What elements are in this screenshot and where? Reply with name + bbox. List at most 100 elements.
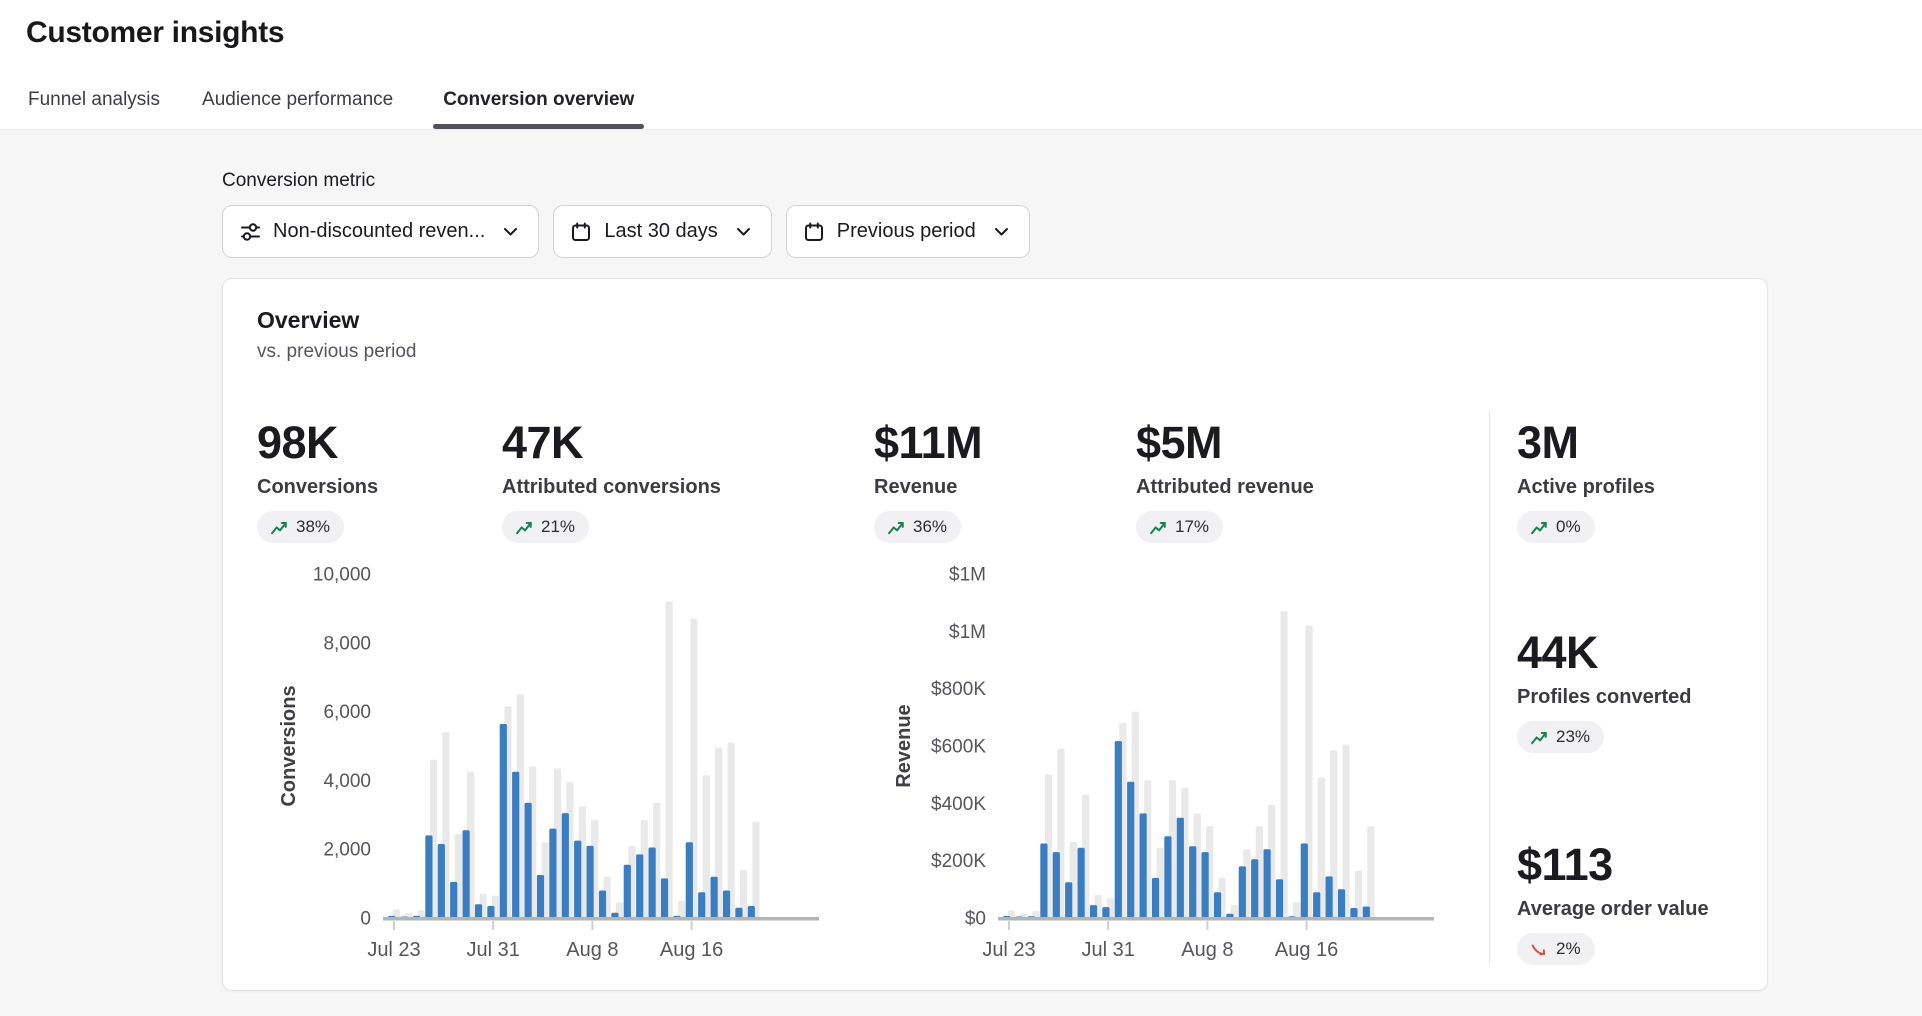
tab-funnel-analysis[interactable]: Funnel analysis bbox=[26, 89, 162, 129]
bar-current[interactable] bbox=[512, 771, 520, 918]
bar-current[interactable] bbox=[1127, 781, 1135, 918]
bar-current[interactable] bbox=[574, 840, 582, 918]
metric-value: $5M bbox=[1136, 417, 1223, 468]
bar-current[interactable] bbox=[450, 881, 458, 918]
bar-current[interactable] bbox=[1052, 852, 1060, 918]
bar-current[interactable] bbox=[1114, 741, 1122, 918]
bar-current[interactable] bbox=[536, 875, 545, 918]
bar-current[interactable] bbox=[1275, 879, 1284, 918]
bar-current[interactable] bbox=[747, 906, 755, 918]
bar-current[interactable] bbox=[1226, 913, 1234, 918]
trend-down-icon bbox=[1531, 944, 1546, 955]
metric-active-profiles: 3M Active profiles 0% bbox=[1517, 419, 1655, 543]
metric-value: 98K bbox=[257, 417, 339, 468]
bar-current[interactable] bbox=[1164, 836, 1172, 918]
tab-bar: Funnel analysis Audience performance Con… bbox=[26, 89, 645, 129]
metric-label: Active profiles bbox=[1517, 476, 1655, 498]
bar-previous[interactable] bbox=[1354, 870, 1363, 918]
bar-current[interactable] bbox=[487, 906, 495, 918]
metric-revenue: $11M Revenue 36% bbox=[874, 419, 983, 543]
bar-previous[interactable] bbox=[727, 742, 735, 918]
bar-current[interactable] bbox=[462, 830, 470, 918]
trend-badge: 0% bbox=[1517, 511, 1595, 543]
bar-current[interactable] bbox=[586, 845, 594, 918]
bar-current[interactable] bbox=[561, 813, 569, 918]
y-axis-label: Conversions bbox=[278, 685, 300, 806]
bar-current[interactable] bbox=[474, 904, 483, 918]
bar-previous[interactable] bbox=[1280, 611, 1288, 918]
bar-previous[interactable] bbox=[1317, 777, 1325, 919]
trend-badge: 38% bbox=[257, 511, 345, 543]
bar-previous[interactable] bbox=[1292, 902, 1301, 918]
bar-previous[interactable] bbox=[1367, 826, 1375, 918]
bar-current[interactable] bbox=[549, 828, 557, 918]
bar-current[interactable] bbox=[722, 890, 731, 919]
trend-badge: 17% bbox=[1136, 511, 1224, 543]
trend-up-icon bbox=[1150, 521, 1166, 534]
bar-previous[interactable] bbox=[715, 747, 723, 918]
bar-current[interactable] bbox=[524, 802, 532, 918]
bar-current[interactable] bbox=[1201, 852, 1209, 918]
y-tick-label: 2,000 bbox=[323, 840, 371, 861]
bar-current[interactable] bbox=[1040, 843, 1048, 919]
bar-previous[interactable] bbox=[752, 821, 760, 918]
bar-current[interactable] bbox=[1189, 846, 1197, 918]
trend-value: 38% bbox=[296, 517, 331, 536]
bar-current[interactable] bbox=[648, 847, 656, 919]
bar-current[interactable] bbox=[1065, 882, 1073, 918]
bar-current[interactable] bbox=[425, 835, 433, 918]
bar-current[interactable] bbox=[1176, 817, 1184, 918]
bar-current[interactable] bbox=[735, 907, 743, 918]
tab-label: Audience performance bbox=[202, 89, 394, 110]
bar-current[interactable] bbox=[1263, 849, 1271, 918]
bar-current[interactable] bbox=[1139, 813, 1147, 918]
trend-value: 2% bbox=[1556, 939, 1581, 958]
bar-previous[interactable] bbox=[702, 775, 710, 918]
bar-previous[interactable] bbox=[665, 601, 673, 919]
bar-current[interactable] bbox=[710, 876, 718, 918]
bar-current[interactable] bbox=[499, 724, 507, 918]
conversions-chart[interactable]: 10,000 8,000 6,000 4,000 2,000 0 Conversions Ju… bbox=[271, 557, 831, 987]
y-tick-label: $200K bbox=[931, 851, 986, 872]
bar-current[interactable] bbox=[698, 892, 706, 918]
metric-value: 44K bbox=[1517, 627, 1599, 678]
bar-current[interactable] bbox=[685, 842, 693, 918]
bar-current[interactable] bbox=[1300, 843, 1308, 919]
bar-previous[interactable] bbox=[1330, 750, 1338, 918]
bar-previous[interactable] bbox=[392, 909, 400, 918]
bar-current[interactable] bbox=[623, 864, 631, 918]
bar-current[interactable] bbox=[1213, 892, 1222, 918]
bar-current[interactable] bbox=[437, 844, 445, 918]
conversion-metric-dropdown[interactable]: Non-discounted reven... bbox=[222, 205, 540, 258]
revenue-chart[interactable]: $1M $1M $800K $600K $400K $200K $0 Revenue Jul 2… bbox=[886, 557, 1446, 987]
y-tick-label: $1M bbox=[949, 622, 986, 643]
bar-previous[interactable] bbox=[1032, 911, 1040, 918]
date-range-dropdown[interactable]: Last 30 days bbox=[553, 205, 772, 258]
bar-previous[interactable] bbox=[1342, 744, 1350, 918]
bar-current[interactable] bbox=[1102, 907, 1110, 918]
bar-current[interactable] bbox=[1350, 908, 1358, 918]
dropdown-value: Last 30 days bbox=[604, 220, 718, 242]
bar-previous[interactable] bbox=[677, 900, 686, 918]
bar-previous[interactable] bbox=[739, 869, 748, 918]
bar-current[interactable] bbox=[1337, 889, 1346, 918]
tab-audience-performance[interactable]: Audience performance bbox=[200, 89, 395, 129]
bar-current[interactable] bbox=[1325, 876, 1333, 918]
bar-current[interactable] bbox=[1362, 906, 1370, 919]
bar-previous[interactable] bbox=[1007, 910, 1015, 918]
metric-value: 3M bbox=[1517, 417, 1579, 468]
trend-value: 36% bbox=[913, 517, 948, 536]
bar-current[interactable] bbox=[611, 912, 619, 918]
comparison-dropdown[interactable]: Previous period bbox=[785, 205, 1030, 258]
card-subtitle: vs. previous period bbox=[257, 341, 417, 362]
bar-current[interactable] bbox=[598, 890, 607, 919]
bar-current[interactable] bbox=[1238, 866, 1246, 918]
bar-current[interactable] bbox=[1251, 859, 1259, 918]
bar-current[interactable] bbox=[1077, 847, 1085, 918]
bar-current[interactable] bbox=[1313, 892, 1321, 918]
bar-current[interactable] bbox=[660, 878, 669, 918]
bar-current[interactable] bbox=[636, 854, 644, 918]
bar-current[interactable] bbox=[1151, 877, 1160, 918]
bar-current[interactable] bbox=[1089, 905, 1098, 918]
tab-conversion-overview[interactable]: Conversion overview bbox=[433, 89, 645, 129]
